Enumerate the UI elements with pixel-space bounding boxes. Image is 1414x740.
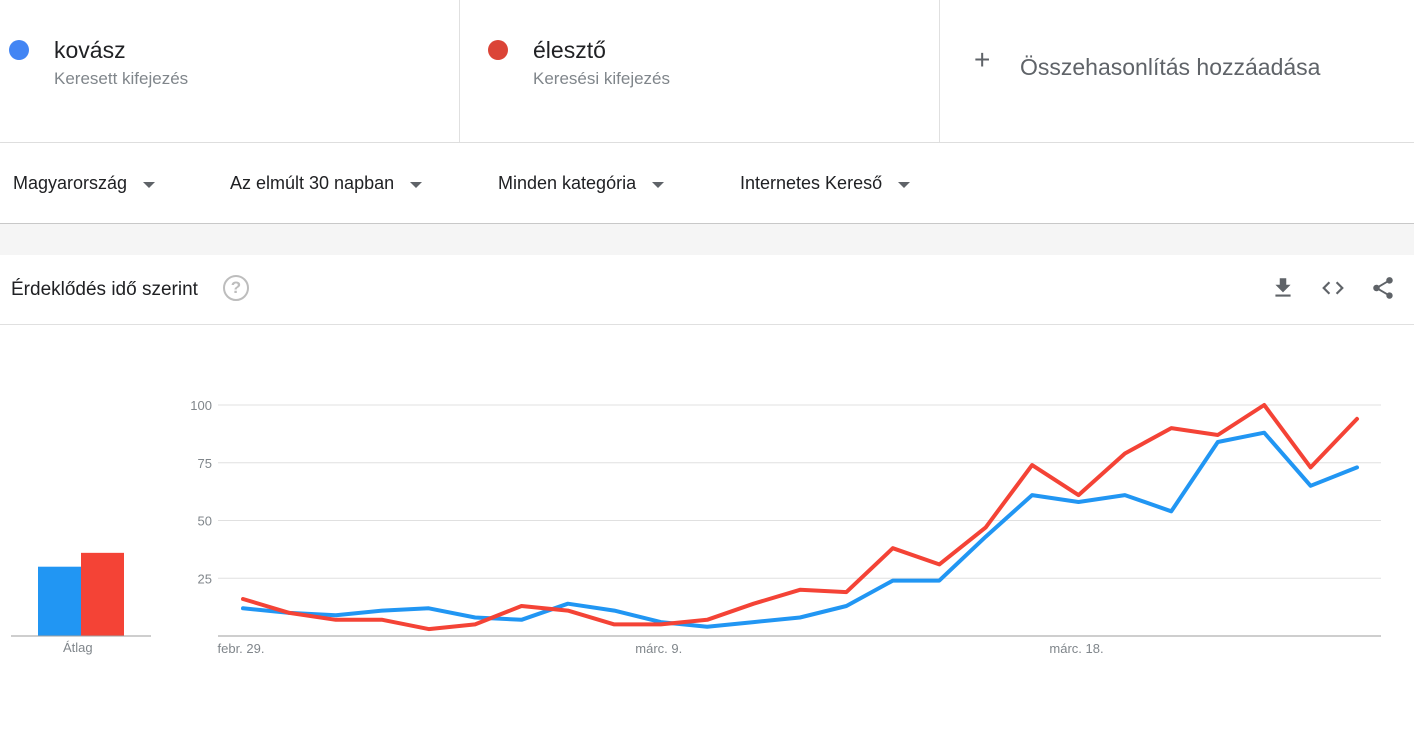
interest-over-time-chart: 25 50 75 100 febr. 29. márc. 9. márc. 18.: [11, 398, 1381, 656]
category-dropdown[interactable]: Minden kategória: [498, 173, 665, 194]
term-type-label: Keresési kifejezés: [533, 69, 671, 88]
add-comparison-label: Összehasonlítás hozzáadása: [1020, 54, 1321, 80]
search-type-dropdown[interactable]: Internetes Kereső: [740, 173, 911, 194]
y-axis-ticks: 25 50 75 100: [190, 398, 212, 586]
x-axis-ticks: febr. 29. márc. 9. márc. 18.: [218, 641, 1104, 656]
category-dropdown-label: Minden kategória: [498, 173, 637, 193]
x-tick-label: márc. 9.: [635, 641, 682, 656]
interest-over-time-header: Érdeklődés idő szerint ?: [0, 255, 1414, 325]
caret-down-icon: [652, 181, 665, 188]
embed-code-icon[interactable]: [1320, 275, 1346, 301]
add-comparison-button[interactable]: + Összehasonlítás hozzáadása: [940, 0, 1414, 142]
y-tick-label: 50: [198, 514, 212, 529]
y-tick-label: 100: [190, 398, 212, 413]
caret-down-icon: [143, 181, 156, 188]
average-bars: [11, 552, 151, 637]
chart-series: [241, 403, 1359, 632]
download-icon[interactable]: [1270, 275, 1296, 301]
term-name[interactable]: kovász: [54, 37, 126, 63]
series-line-kovasz: [241, 430, 1359, 629]
term-name[interactable]: élesztő: [533, 37, 606, 63]
section-divider: [0, 224, 1414, 255]
question-circle-icon[interactable]: ?: [223, 275, 249, 301]
filters-bar: Magyarország Az elmúlt 30 napban Minden …: [0, 143, 1414, 224]
average-bar: [38, 566, 81, 636]
compare-terms-bar: kovász Keresett kifejezés élesztő Keresé…: [0, 0, 1414, 143]
term-card-kovasz[interactable]: kovász Keresett kifejezés: [0, 0, 460, 142]
x-tick-label: márc. 18.: [1049, 641, 1103, 656]
x-tick-label: febr. 29.: [218, 641, 265, 656]
chart-gridlines: [218, 404, 1381, 637]
series-line-eleszto: [241, 403, 1359, 632]
time-range-dropdown[interactable]: Az elmúlt 30 napban: [230, 173, 423, 194]
search-type-dropdown-label: Internetes Kereső: [740, 173, 883, 193]
term-color-dot: [9, 40, 29, 60]
caret-down-icon: [410, 181, 423, 188]
caret-down-icon: [898, 181, 911, 188]
y-tick-label: 75: [198, 456, 212, 471]
region-dropdown-label: Magyarország: [13, 173, 128, 193]
y-tick-label: 25: [198, 571, 212, 586]
region-dropdown[interactable]: Magyarország: [13, 173, 156, 194]
card-title: Érdeklődés idő szerint: [11, 279, 198, 300]
term-type-label: Keresett kifejezés: [54, 69, 189, 88]
share-icon[interactable]: [1370, 275, 1396, 301]
plus-icon: +: [974, 44, 991, 75]
average-label: Átlag: [63, 640, 93, 655]
average-bar: [81, 552, 124, 636]
term-color-dot: [488, 40, 508, 60]
time-range-dropdown-label: Az elmúlt 30 napban: [230, 173, 395, 193]
term-card-eleszto[interactable]: élesztő Keresési kifejezés: [460, 0, 940, 142]
